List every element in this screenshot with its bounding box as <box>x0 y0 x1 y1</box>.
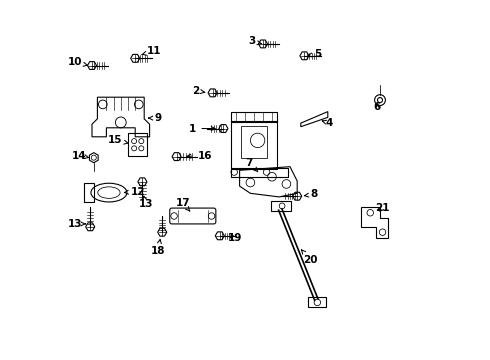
Text: 5: 5 <box>308 49 321 59</box>
Text: 7: 7 <box>245 158 258 172</box>
Bar <box>271 201 291 211</box>
Text: 14: 14 <box>72 150 89 161</box>
Text: 19: 19 <box>228 233 242 243</box>
Bar <box>242 126 267 158</box>
Text: 16: 16 <box>187 150 212 161</box>
Text: 21: 21 <box>375 203 390 213</box>
Text: 8: 8 <box>304 189 318 199</box>
Text: 2: 2 <box>192 86 205 96</box>
Bar <box>231 112 277 122</box>
Bar <box>308 297 326 307</box>
Text: 18: 18 <box>150 239 165 256</box>
Text: 15: 15 <box>108 135 128 145</box>
Text: 1: 1 <box>189 123 215 134</box>
Text: 11: 11 <box>142 46 162 56</box>
Text: 3: 3 <box>248 36 261 46</box>
Text: 13: 13 <box>68 219 85 229</box>
Text: 12: 12 <box>124 186 145 197</box>
Text: 4: 4 <box>322 118 333 128</box>
Text: 17: 17 <box>176 198 191 211</box>
Bar <box>84 183 94 202</box>
Text: 13: 13 <box>139 196 153 210</box>
Bar <box>231 168 288 177</box>
Bar <box>128 133 147 156</box>
Text: 10: 10 <box>68 57 88 67</box>
Text: 9: 9 <box>148 113 161 123</box>
Text: 6: 6 <box>374 102 381 112</box>
Text: 20: 20 <box>301 250 318 265</box>
Bar <box>231 121 277 169</box>
